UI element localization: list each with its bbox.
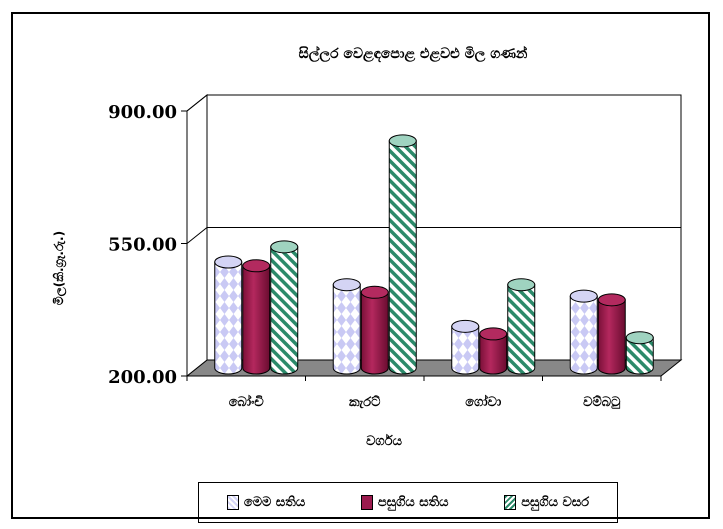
bar-1-0	[332, 278, 361, 375]
legend-label: මෙම සතිය	[243, 495, 306, 510]
gridlines	[186, 94, 681, 244]
legend-item-last-year: පසුගිය වසර	[504, 495, 589, 510]
chart-frame: 200.00 550.00 900.00 බෝංචි කැරට් ගෝවා වම්බටු …	[11, 12, 710, 523]
legend: මෙම සතිය පසුගිය සතිය පසුගිය වසර	[198, 482, 618, 523]
bar-2-2	[507, 278, 536, 375]
chart-title: සිල්ලර වෙළඳපොළ එළවළු මිල ගණන්	[299, 45, 528, 63]
x-axis-ticks: බෝංචි කැරට් ගෝවා වම්බටු	[186, 375, 662, 410]
bar-0-1	[242, 259, 271, 375]
x-tick-label: කැරට්	[349, 394, 381, 410]
legend-swatch	[360, 495, 373, 510]
legend-item-this-week: මෙම සතිය	[226, 495, 306, 510]
bar-3-2	[625, 331, 654, 375]
gridline	[186, 94, 681, 112]
bar-2-0	[451, 319, 480, 375]
bar-0-2	[270, 240, 299, 375]
x-tick-label: ගෝවා	[465, 393, 502, 410]
bar-0-0	[214, 255, 243, 375]
y-tick-label: 200.00	[108, 367, 177, 388]
bar-1-1	[360, 285, 389, 375]
legend-swatch	[226, 495, 239, 510]
x-axis-label: වර්ගය	[366, 433, 402, 449]
y-axis-label: මිල(කි.ග්‍රෑ.රු.)	[52, 231, 68, 305]
bar-2-1	[479, 327, 508, 375]
x-tick-label: වම්බටු	[583, 394, 621, 410]
y-tick-label: 550.00	[108, 235, 177, 256]
legend-item-last-week: පසුගිය සතිය	[360, 495, 449, 510]
x-tick-label: බෝංචි	[229, 393, 265, 410]
gridline	[186, 227, 681, 244]
legend-label: පසුගිය සතිය	[377, 495, 449, 510]
y-axis-ticks: 200.00 550.00 900.00	[108, 102, 187, 388]
bar-3-1	[597, 293, 626, 375]
bar-3-0	[569, 289, 598, 375]
y-tick-label: 900.00	[108, 102, 177, 123]
legend-label: පසුගිය වසර	[521, 495, 590, 510]
legend-swatch	[504, 495, 517, 510]
bars-group	[214, 134, 654, 375]
bar-1-2	[388, 134, 417, 375]
